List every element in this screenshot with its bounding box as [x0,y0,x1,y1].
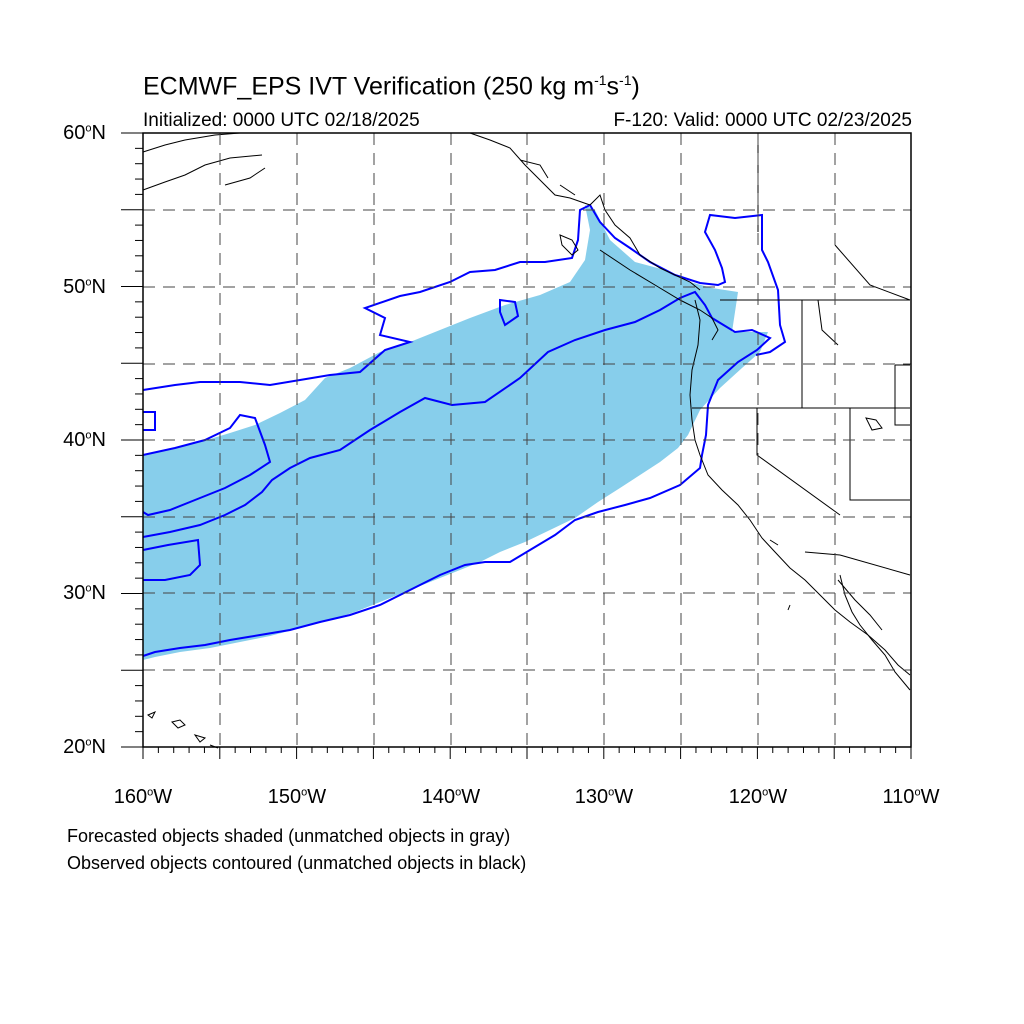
grid-lines [143,133,911,747]
lon-label-160w: 160oW [113,786,173,808]
axis-ticks [121,132,912,759]
inland-coastline-detail [769,417,883,611]
lat-label-20n: 20oN [63,736,106,758]
us-west-coastline [689,299,911,676]
lon-label-110w: 110oW [882,786,940,808]
hawaii-coastline [147,711,219,749]
state-borders [692,299,911,576]
initialized-label: Initialized: 0000 UTC 02/18/2025 [143,110,420,131]
observed-ivt-contour-inner [142,413,272,517]
lon-label-120w: 120oW [728,786,788,808]
valid-time-label: F-120: Valid: 0000 UTC 02/23/2025 [613,110,912,131]
lat-label-30n: 30oN [63,582,106,604]
lat-label-40n: 40oN [63,429,106,451]
bc-islands-coastline [559,234,719,341]
forecast-legend-note: Forecasted objects shaded (unmatched obj… [67,826,511,846]
observed-ivt-contour-small-c [499,298,520,327]
chart-title: ECMWF_EPS IVT Verification (250 kg m-1s-… [143,72,640,101]
baja-coastline [837,574,911,691]
lat-label-50n: 50oN [63,276,106,298]
lon-label-150w: 150oW [267,786,327,808]
lon-label-130w: 130oW [574,786,634,808]
alaska-inland-line [757,133,911,301]
lon-label-140w: 140oW [421,786,481,808]
observed-legend-note: Observed objects contoured (unmatched ob… [67,853,527,873]
alaska-coastline [142,132,266,191]
forecast-ivt-object [143,205,768,660]
observed-ivt-contour-small-b [143,411,156,431]
lat-label-60n: 60oN [63,122,106,144]
observed-ivt-contour-north [142,203,787,391]
observed-ivt-contour-small-a [142,538,202,581]
